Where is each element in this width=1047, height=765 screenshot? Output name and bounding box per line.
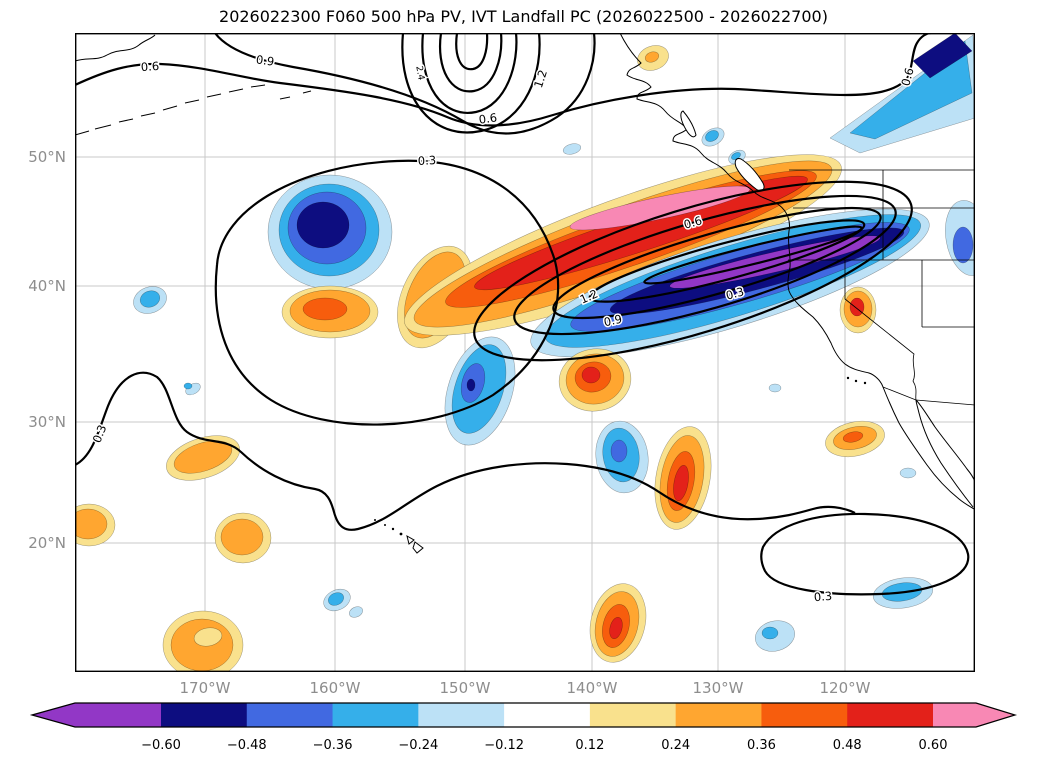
shaded-anomalies bbox=[75, 33, 975, 672]
colorbar-tick-label: 0.60 bbox=[919, 738, 948, 753]
pv-contours bbox=[75, 33, 970, 596]
x-tick-label-130w: 130°W bbox=[692, 679, 744, 697]
colorbar: −0.60 −0.48 −0.36 −0.24 −0.12 0.12 0.24 0.36 0.4… bbox=[29, 702, 1018, 753]
contour-label: 0.3 bbox=[724, 284, 745, 302]
x-tick-label-170w: 170°W bbox=[179, 679, 231, 697]
x-tick-label-140w: 140°W bbox=[566, 679, 618, 697]
north-america-coast bbox=[619, 33, 975, 510]
pv-contour-0.3-loop bbox=[214, 159, 560, 426]
colorbar-extend-high bbox=[933, 703, 1015, 727]
gridlines bbox=[75, 33, 975, 672]
contour-label: 1.2 bbox=[531, 68, 550, 90]
contour-label: 0.6 bbox=[140, 59, 159, 74]
hawaiian-islands bbox=[374, 519, 424, 554]
alaska-coast bbox=[75, 34, 156, 62]
colorbar-tick-label: −0.48 bbox=[227, 738, 267, 753]
colorbar-segment bbox=[332, 703, 419, 727]
x-tick-label-150w: 150°W bbox=[439, 679, 491, 697]
colorbar-tick-label: −0.60 bbox=[141, 738, 181, 753]
figure-title: 2026022300 F060 500 hPa PV, IVT Landfall… bbox=[219, 7, 828, 26]
y-tick-label-30n: 30°N bbox=[28, 413, 66, 431]
y-tick-label-50n: 50°N bbox=[28, 148, 66, 166]
contour-label: 2.4 bbox=[413, 65, 425, 81]
colorbar-segment bbox=[675, 703, 762, 727]
colorbar-segment bbox=[847, 703, 934, 727]
colorbar-segment bbox=[761, 703, 848, 727]
coastlines bbox=[75, 33, 975, 554]
aleutian-islands bbox=[75, 84, 312, 136]
map-frame bbox=[75, 33, 975, 672]
colorbar-extend-low bbox=[32, 703, 161, 727]
contour-label: 0.3 bbox=[90, 423, 110, 445]
contour-label: 0.6 bbox=[898, 66, 916, 87]
contour-label: 0.6 bbox=[682, 213, 703, 232]
contour-label: 0.9 bbox=[602, 312, 623, 329]
haida-gwaii bbox=[680, 110, 697, 138]
map-plot: 0.6 0.9 2.4 1.2 0.6 0.3 0.6 0.6 1.2 0.9 … bbox=[75, 33, 975, 672]
colorbar-segment bbox=[246, 703, 334, 727]
y-tick-label-20n: 20°N bbox=[28, 534, 66, 552]
x-tick-label-160w: 160°W bbox=[309, 679, 361, 697]
contour-label: 0.3 bbox=[417, 153, 436, 168]
colorbar-tick-label: −0.36 bbox=[313, 738, 353, 753]
negative-cell-central-pacific bbox=[267, 174, 393, 290]
colorbar-segment bbox=[161, 703, 248, 727]
colorbar-outline bbox=[29, 702, 1018, 728]
contour-label: 0.9 bbox=[255, 52, 275, 68]
negative-band-top-right bbox=[829, 33, 975, 276]
x-tick-label-120w: 120°W bbox=[819, 679, 871, 697]
gulf-of-california-coast bbox=[915, 398, 975, 508]
colorbar-segment bbox=[589, 703, 677, 727]
colorbar-tick-label: −0.12 bbox=[484, 738, 524, 753]
positive-cell-38n-166w bbox=[281, 285, 379, 339]
colorbar-tick-label: −0.24 bbox=[398, 738, 438, 753]
minor-anomaly-cells bbox=[75, 45, 934, 672]
colorbar-segment bbox=[418, 703, 505, 727]
contour-labels: 0.6 0.9 2.4 1.2 0.6 0.3 0.6 0.6 1.2 0.9 … bbox=[88, 51, 918, 606]
colorbar-tick-label: 0.48 bbox=[833, 738, 862, 753]
colorbar-tick-label: 0.24 bbox=[661, 738, 690, 753]
contour-label: 0.3 bbox=[813, 589, 832, 605]
vancouver-island bbox=[734, 158, 765, 192]
contour-label: 0.6 bbox=[478, 110, 498, 126]
y-tick-label-40n: 40°N bbox=[28, 277, 66, 295]
colorbar-tick-label: 0.12 bbox=[575, 738, 604, 753]
colorbar-tick-label: 0.36 bbox=[747, 738, 776, 753]
colorbar-segment bbox=[504, 703, 591, 727]
